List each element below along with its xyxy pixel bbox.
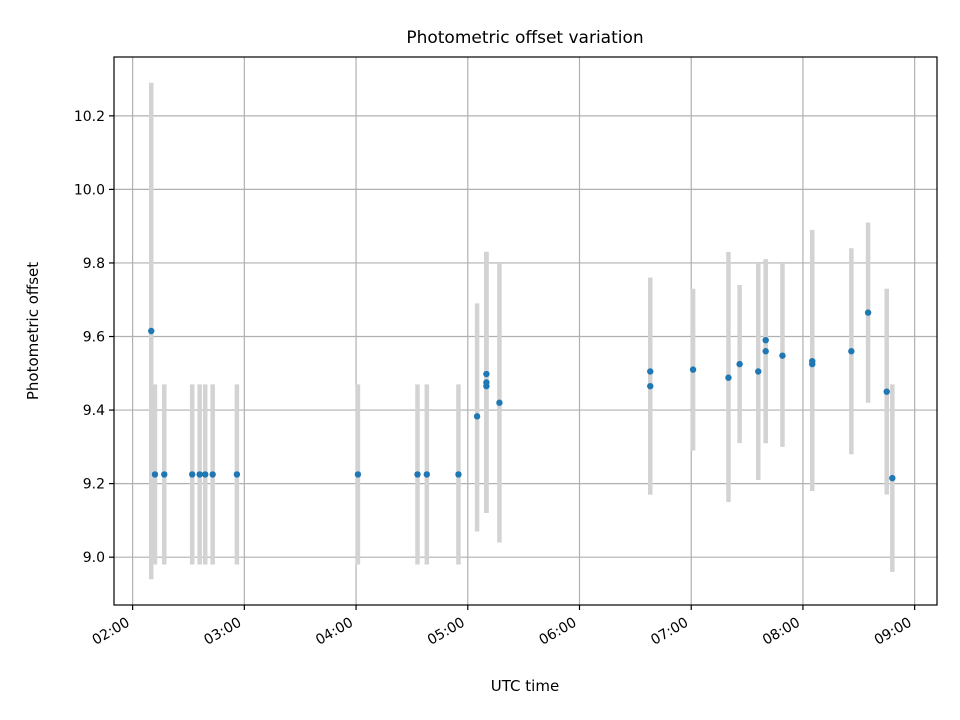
data-point [473,413,481,420]
y-tick-label: 9.4 [83,403,105,419]
x-tick-label: 02:00 [90,615,133,649]
data-point [725,374,732,381]
x-tick-label: 08:00 [760,615,803,649]
x-tick-label: 06:00 [537,615,580,649]
data-points [148,309,896,482]
data-point [414,471,421,478]
data-point [864,309,872,316]
data-point [202,471,209,478]
data-point [354,471,362,478]
data-point [455,471,462,478]
data-point [762,348,769,355]
y-axis-ticks: 9.0 9.2 9.4 9.6 9.8 10.0 10.2 [74,109,114,566]
plot-frame [113,56,938,606]
x-axis-ticks: 02:00 03:00 04:00 05:00 06:00 07:00 08:00 09:00 [90,605,916,649]
x-tick-label: 05:00 [425,615,468,649]
data-point [736,360,743,368]
data-point [483,370,490,378]
data-point [189,471,196,478]
error-bars [148,82,895,580]
y-tick-label: 9.0 [83,550,105,566]
data-point [883,388,890,395]
x-tick-label: 03:00 [201,615,244,649]
data-point [496,399,503,406]
data-point [889,474,896,482]
data-point [233,471,241,478]
data-point [647,368,654,375]
data-point [762,336,769,344]
data-point [423,471,431,478]
data-point [196,471,203,478]
y-tick-label: 9.8 [83,256,105,272]
data-point [148,327,155,335]
x-tick-label: 07:00 [648,615,691,649]
x-tick-label: 09:00 [872,615,915,649]
x-axis-label: UTC time [491,677,559,695]
y-tick-label: 10.2 [74,109,105,125]
y-tick-label: 10.0 [74,182,105,198]
data-point [779,352,786,359]
data-point [161,471,168,478]
data-point [809,357,816,365]
data-point [483,379,490,386]
data-point [647,382,654,390]
chart-title: Photometric offset variation [406,28,643,48]
data-point [151,471,159,478]
y-tick-label: 9.6 [83,330,105,346]
data-point [848,348,855,355]
data-point [755,368,762,375]
x-tick-label: 04:00 [313,615,356,649]
y-axis-label: Photometric offset [24,262,42,400]
y-tick-label: 9.2 [83,477,105,493]
data-point [689,366,697,373]
data-point [209,471,216,478]
